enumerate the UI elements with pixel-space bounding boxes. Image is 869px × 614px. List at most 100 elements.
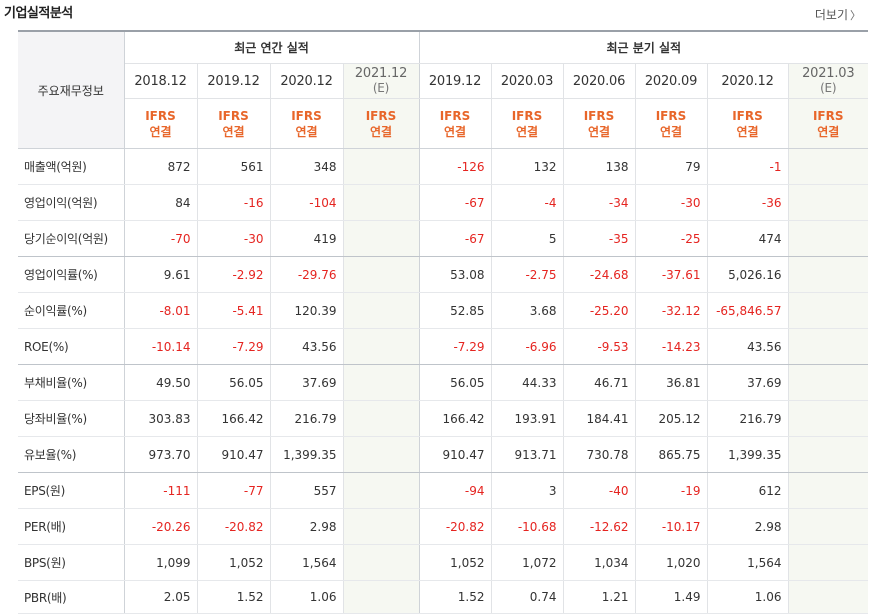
standard-ifrs: IFRS (812, 108, 844, 123)
table-row: PBR(배) 2.05 1.52 1.06 1.52 0.74 1.21 1.49 1.06 (18, 580, 868, 614)
table-cell: 138 (563, 148, 636, 185)
table-cell: 43.56 (707, 328, 789, 365)
table-cell: -94 (419, 472, 492, 509)
period-header: 2018.12 (124, 63, 198, 99)
table-row: ROE(%) -10.14 -7.29 43.56 -7.29 -6.96 -9.53 -14… (18, 328, 868, 365)
table-cell (343, 544, 420, 581)
table-cell: -30 (197, 220, 271, 257)
table-row: 영업이익률(%) 9.61 -2.92 -29.76 53.08 -2.75 -24.68-… (18, 256, 868, 293)
section-header: 기업실적분석 더보기 〉 (0, 0, 869, 30)
standard-ifrs: IFRS (218, 108, 249, 123)
table-cell: -9.53 (563, 328, 636, 365)
table-cell (343, 184, 420, 221)
standard-ifrs: IFRS (145, 108, 176, 123)
table-cell: 561 (197, 148, 271, 185)
period-header: 2020.12 (707, 63, 789, 99)
table-cell: -10.14 (124, 328, 198, 365)
table-cell: 120.39 (270, 292, 344, 329)
table-cell: 474 (707, 220, 789, 257)
table-cell: 46.71 (563, 364, 636, 401)
table-cell (788, 220, 868, 257)
table-cell: 913.71 (491, 436, 564, 473)
table-cell: 37.69 (707, 364, 789, 401)
table-cell: 1,099 (124, 544, 198, 581)
table-cell: -1 (707, 148, 789, 185)
standard-consolidated: 연결 (515, 124, 539, 139)
table-cell (788, 184, 868, 221)
row-label: ROE(%) (18, 328, 125, 365)
table-cell (343, 328, 420, 365)
table-cell: 910.47 (419, 436, 492, 473)
table-cell (788, 472, 868, 509)
table-cell: 216.79 (707, 400, 789, 437)
table-cell: 2.98 (270, 508, 344, 545)
standard-ifrs: IFRS (511, 108, 543, 123)
standard-ifrs: IFRS (365, 108, 397, 123)
table-cell: 973.70 (124, 436, 198, 473)
row-label: 유보율(%) (18, 436, 125, 473)
period-header: 2020.12 (270, 63, 344, 99)
financial-summary-table: 주요재무정보 최근 연간 실적 최근 분기 실적 2018.12 2019.12 2020… (18, 30, 868, 614)
table-cell: 166.42 (197, 400, 271, 437)
table-cell: -111 (124, 472, 198, 509)
period-label: 2020.09 (644, 73, 698, 89)
table-cell: 43.56 (270, 328, 344, 365)
table-cell (788, 580, 868, 614)
table-cell: 49.50 (124, 364, 198, 401)
table-cell: 1.52 (197, 580, 271, 614)
table-cell: -4 (491, 184, 564, 221)
table-cell (343, 256, 420, 293)
standard-ifrs: IFRS (732, 108, 763, 123)
table-cell: 1.06 (707, 580, 789, 614)
table-cell: 1,399.35 (707, 436, 789, 473)
period-label: 2019.12 (428, 73, 482, 89)
table-cell: 53.08 (419, 256, 492, 293)
table-row: BPS(원) 1,099 1,052 1,564 1,052 1,072 1,034 1,02… (18, 544, 868, 581)
row-label: 매출액(억원) (18, 148, 125, 185)
annual-group-header: 최근 연간 실적 (124, 31, 420, 64)
table-cell: 2.98 (707, 508, 789, 545)
table-cell: 1,072 (491, 544, 564, 581)
table-cell: -14.23 (635, 328, 708, 365)
table-cell: -40 (563, 472, 636, 509)
row-label: 영업이익(억원) (18, 184, 125, 221)
table-row: 매출액(억원) 872 561 348 -126 132 138 79 -1 (18, 148, 868, 185)
table-cell (788, 544, 868, 581)
table-cell (343, 508, 420, 545)
row-label: 당기순이익(억원) (18, 220, 125, 257)
table-cell: -30 (635, 184, 708, 221)
table-row: 부채비율(%) 49.50 56.05 37.69 56.05 44.33 46.71 36.… (18, 364, 868, 401)
table-cell: -25 (635, 220, 708, 257)
table-cell (343, 580, 420, 614)
table-cell: 910.47 (197, 436, 271, 473)
table-cell: 5,026.16 (707, 256, 789, 293)
row-label: PBR(배) (18, 580, 125, 614)
table-cell: -20.26 (124, 508, 198, 545)
table-cell: 36.81 (635, 364, 708, 401)
standard-header-row: IFRS 연결 IFRS 연결 IFRS 연결 IFRS 연결 IFRS 연결 IFRS 연결 IFRS… (18, 98, 868, 149)
period-label: 2021.12 (354, 66, 408, 81)
accounting-standard: IFRS 연결 (270, 98, 344, 149)
table-row: 순이익률(%) -8.01 -5.41 120.39 52.85 3.68 -25.20 -3… (18, 292, 868, 329)
table-cell: 44.33 (491, 364, 564, 401)
table-cell: 56.05 (419, 364, 492, 401)
standard-consolidated: 연결 (149, 124, 172, 139)
table-cell: 79 (635, 148, 708, 185)
table-cell (788, 400, 868, 437)
table-cell: 166.42 (419, 400, 492, 437)
more-label[interactable]: 더보기 (814, 8, 848, 22)
table-cell: 1,052 (197, 544, 271, 581)
quarterly-group-header: 최근 분기 실적 (419, 31, 868, 64)
table-cell: 872 (124, 148, 198, 185)
table-cell (788, 436, 868, 473)
table-cell (788, 256, 868, 293)
period-label: 2021.03 (802, 66, 855, 81)
table-cell: -65,846.57 (707, 292, 789, 329)
standard-ifrs: IFRS (291, 108, 322, 123)
table-cell (788, 292, 868, 329)
table-cell: 216.79 (270, 400, 344, 437)
table-cell: -20.82 (419, 508, 492, 545)
table-row: PER(배) -20.26 -20.82 2.98 -20.82 -10.68 -12.62… (18, 508, 868, 545)
more-link[interactable]: 더보기 〉 (815, 6, 861, 23)
table-cell: 730.78 (563, 436, 636, 473)
